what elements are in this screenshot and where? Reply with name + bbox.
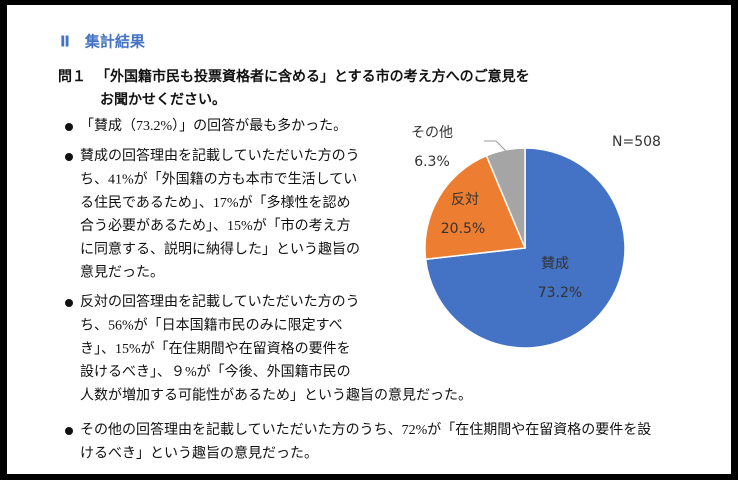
slice-label: その他 — [411, 125, 453, 141]
bullet-text: 賛成の回答理由を記載していただいた方のう — [80, 147, 360, 164]
question-text: 「外国籍市民も投票資格者に含める」とする市の考え方へのご意見を — [96, 68, 530, 85]
slice-value: 6.3% — [414, 154, 450, 170]
bullet-text: き」、15%が「在住期間や在留資格の要件を — [80, 341, 351, 357]
bullet-text: その他の回答理由を記載していただいた方のうち、72%が「在住期間や在留資格の要件… — [80, 421, 651, 438]
question-text: お聞かせください。 — [100, 92, 226, 108]
slice-label: 賛成 — [541, 256, 569, 272]
slice-value: 73.2% — [538, 285, 582, 301]
bullet-marker — [65, 299, 73, 307]
bullet-text: に同意する、説明に納得した」という趣旨の — [80, 240, 360, 257]
bullet-text: 意見だった。 — [80, 264, 164, 281]
bullet-text: 合う必要があるため」、15%が「市の考え方 — [80, 217, 351, 234]
bullet-text: 「賛成（73.2%）」の回答が最も多かった。 — [80, 117, 347, 134]
slice-label: 反対 — [451, 192, 479, 208]
bullet-marker — [65, 123, 73, 131]
bullet-text: ち、56%が「日本国籍市民のみに限定すべ — [80, 317, 343, 334]
bullet-marker — [65, 153, 73, 161]
bullet-marker — [65, 427, 73, 435]
bullet-text: 反対の回答理由を記載していただいた方のう — [80, 293, 360, 310]
sample-size: N=508 — [612, 134, 661, 150]
bullet-text: けるべき」という趣旨の意見だった。 — [80, 445, 318, 462]
slice-value: 20.5% — [441, 221, 485, 237]
bullet-text: ち、41%が「外国籍の方も本市で生活してい — [80, 171, 357, 188]
leader-line — [484, 140, 507, 152]
section-title: Ⅱ 集計結果 — [60, 33, 146, 51]
bullet-text: る住民であるため」、17%が「多様性を認め — [80, 194, 351, 211]
question-number: 問１ — [58, 69, 86, 85]
pie-slice — [424, 154, 527, 261]
bullet-text: 人数が増加する可能性があるため」という趣旨の意見だった。 — [80, 386, 472, 403]
bullet-text: 設けるべき」、９%が「今後、外国籍市民の — [80, 363, 351, 380]
